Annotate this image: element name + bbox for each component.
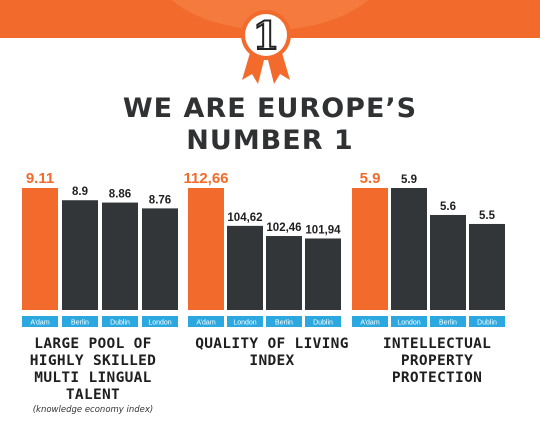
chart-3-caption: INTELLECTUAL PROPERTY PROTECTION <box>352 336 522 387</box>
chart-3-category-label: Dublin <box>477 320 497 327</box>
chart-1-value-label: 8.86 <box>109 189 131 201</box>
chart-1-value-label: 8.76 <box>149 194 171 206</box>
chart-1-caption: LARGE POOL OF HIGHLY SKILLED MULTI LINGUAL… <box>8 336 178 416</box>
chart-2-value-label: 101,94 <box>305 224 341 236</box>
chart-1-value-label: 8.9 <box>72 186 88 198</box>
chart-2-value-label: 112,66 <box>183 170 228 187</box>
chart-1-bar <box>22 188 58 310</box>
chart-3-category-tag <box>391 316 427 327</box>
chart-1-category-tag <box>142 316 178 327</box>
chart-1-category-label: Berlin <box>71 320 89 327</box>
chart-2-bar <box>227 225 263 310</box>
chart-3-category-tag <box>469 316 505 327</box>
chart-1-title-line: TALENT <box>65 387 121 403</box>
headline-line-2: NUMBER 1 <box>186 125 354 156</box>
chart-1-category-tag <box>22 316 58 327</box>
chart-2-bar <box>188 188 224 310</box>
chart-3-category-label: Berlin <box>439 320 457 327</box>
chart-2-category-label: London <box>233 320 256 327</box>
chart-2-bar <box>266 236 302 310</box>
chart-3-bar <box>391 188 427 310</box>
chart-1-title-line: MULTI LINGUAL <box>34 370 152 386</box>
chart-2-title-line: QUALITY OF LIVING <box>195 336 349 352</box>
chart-1-bar <box>102 202 138 310</box>
chart-2-bar <box>305 238 341 310</box>
chart-1-value-label: 9.11 <box>26 170 54 187</box>
chart-3-value-label: 5.9 <box>360 170 381 187</box>
chart-1-title-line: LARGE POOL OF <box>34 336 152 352</box>
chart-1-category-label: London <box>148 320 171 327</box>
chart-1-bar <box>142 208 178 310</box>
chart-2-category-label: Dublin <box>313 320 333 327</box>
chart-3-value-label: 5.5 <box>479 210 496 222</box>
chart-3-category-label: A’dam <box>360 320 379 327</box>
chart-3-bar <box>469 223 505 310</box>
bar-charts: 9.11 A’dam 8.9 Berlin 8.86 Dublin 8.76 London 11… <box>22 170 505 327</box>
headline-line-1: WE ARE EUROPE’S <box>122 93 418 124</box>
chart-2-category-label: A’dam <box>196 320 215 327</box>
chart-3-title-line: INTELLECTUAL <box>382 336 492 352</box>
chart-3-category-label: London <box>397 320 420 327</box>
chart-1-title-line: HIGHLY SKILLED <box>29 353 157 369</box>
chart-2-caption: QUALITY OF LIVING INDEX <box>184 336 360 370</box>
number-one-badge-icon: 1 <box>241 10 291 84</box>
chart-3-value-label: 5.6 <box>440 201 456 213</box>
chart-2-category-tag <box>266 316 302 327</box>
chart-3-category-tag <box>352 316 388 327</box>
chart-3-category-tag <box>430 316 466 327</box>
chart-2-category-tag <box>305 316 341 327</box>
chart-1-bar <box>62 200 98 310</box>
chart-2-category-tag <box>188 316 224 327</box>
chart-1-category-tag <box>102 316 138 327</box>
chart-1-subtitle: (knowledge economy index) <box>32 405 154 415</box>
chart-2-value-label: 102,46 <box>266 222 301 234</box>
chart-3-value-label: 5.9 <box>401 174 417 186</box>
chart-1-category-label: A’dam <box>30 320 49 327</box>
chart-2-category-tag <box>227 316 263 327</box>
chart-2-category-label: Berlin <box>275 320 293 327</box>
chart-3-bar <box>430 214 466 310</box>
chart-2-value-label: 104,62 <box>227 212 262 224</box>
chart-1-category-tag <box>62 316 98 327</box>
chart-3-bar <box>352 188 388 310</box>
chart-1-category-label: Dublin <box>110 320 130 327</box>
chart-3-title-line: PROTECTION <box>391 370 483 386</box>
chart-2-title-line: INDEX <box>249 353 295 369</box>
chart-3-title-line: PROPERTY <box>400 353 474 369</box>
badge-number: 1 <box>253 13 279 58</box>
